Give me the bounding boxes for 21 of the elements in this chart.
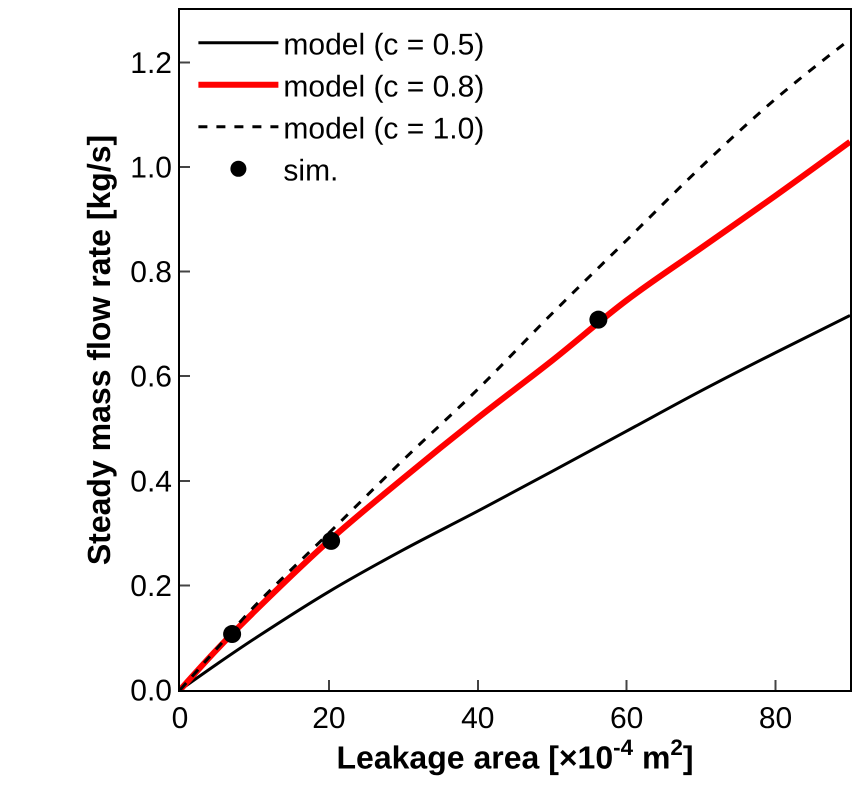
x-tick-label: 20 (312, 702, 346, 735)
y-tick-label: 1.2 (130, 46, 172, 80)
legend-label: sim. (283, 154, 338, 188)
x-tick-label: 0 (172, 702, 188, 735)
x-axis-title: Leakage area [×10$^{-4}$ m$^{2}$] (336, 735, 694, 776)
legend-label: model (c = 0.5) (283, 28, 484, 62)
y-tick-label: 0.8 (130, 256, 172, 290)
y-tick-label: 1.0 (130, 151, 172, 184)
x-tick-label: 60 (610, 702, 644, 735)
point (223, 625, 242, 644)
point (589, 310, 608, 329)
y-tick-label: 0.0 (130, 674, 172, 708)
legend-label: model (c = 0.8) (283, 70, 484, 104)
y-axis-title: Steady mass flow rate [kg/s] (81, 134, 118, 566)
y-tick-label: 0.4 (130, 465, 172, 498)
legend-label: model (c = 1.0) (283, 112, 484, 146)
x-tick-label: 80 (758, 702, 792, 735)
point (322, 532, 340, 550)
y-tick-label: 0.6 (130, 360, 172, 394)
y-tick-label: 0.2 (130, 570, 172, 603)
x-tick-label: 40 (461, 702, 494, 735)
